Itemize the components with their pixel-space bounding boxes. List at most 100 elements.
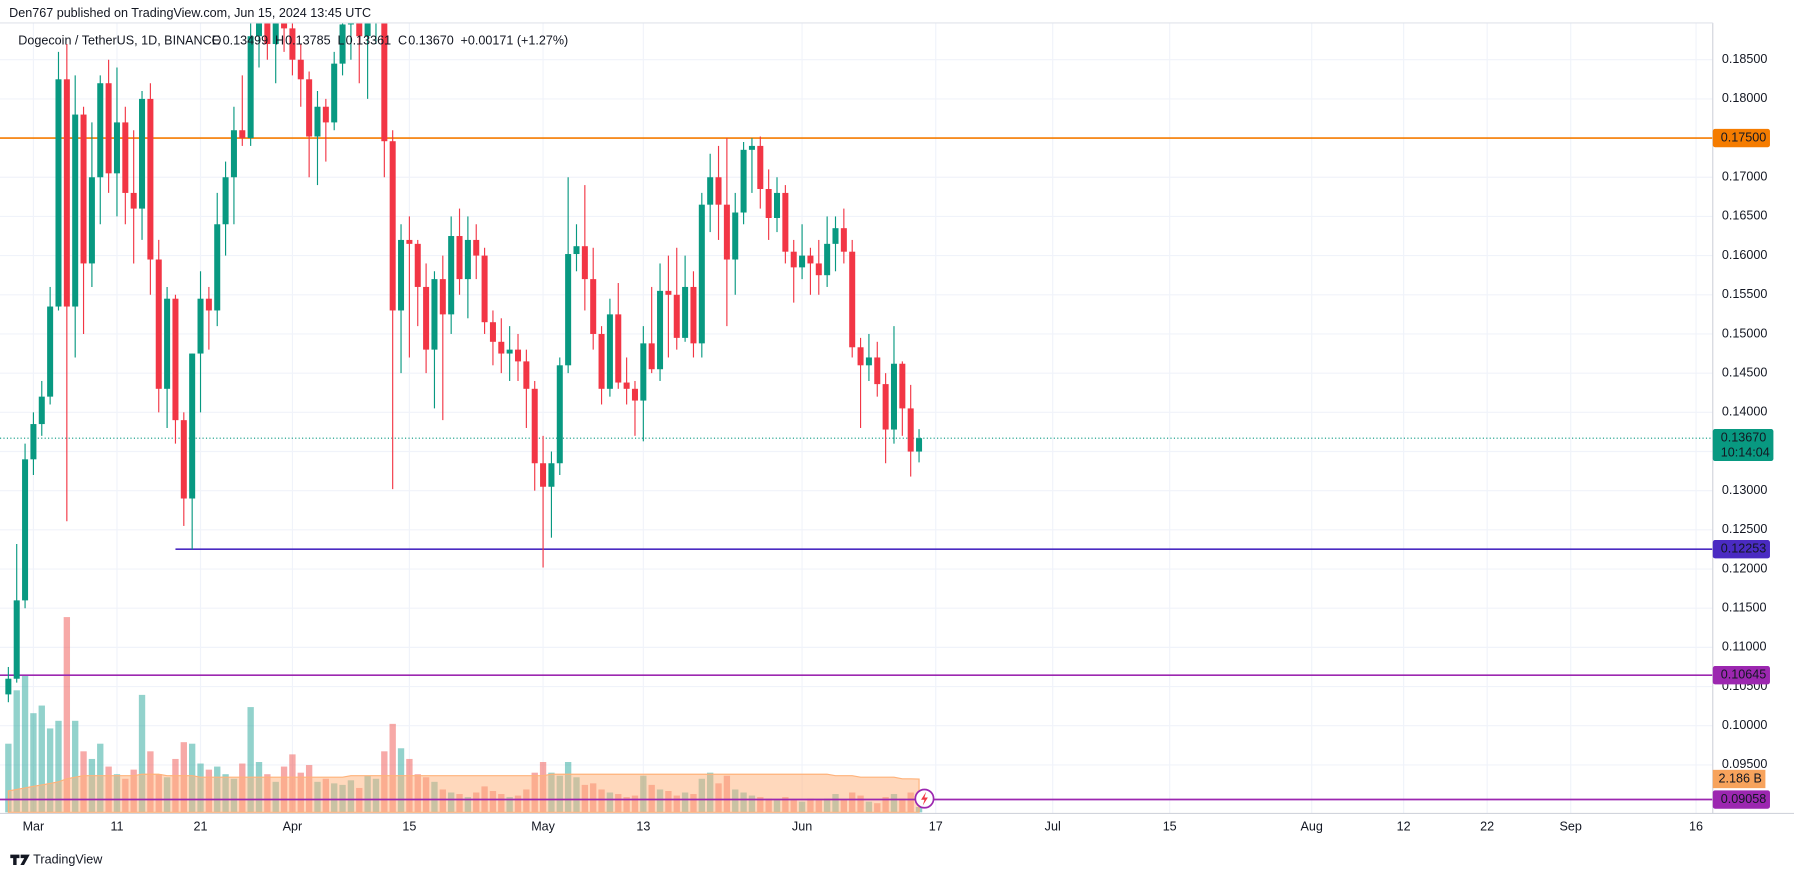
volume-bar <box>21 675 29 813</box>
candle-body <box>657 290 664 370</box>
candle-body <box>130 192 137 209</box>
legend-value: 0.13361 <box>346 34 391 48</box>
candle-body <box>682 286 689 338</box>
brand-name: TradingView <box>33 853 103 867</box>
y-tick-label: 0.10000 <box>1722 718 1767 732</box>
candle-body <box>264 22 271 45</box>
volume-bar <box>55 720 62 813</box>
candle-body <box>155 259 162 389</box>
x-tick-label: 17 <box>929 820 943 834</box>
x-tick-label: Mar <box>23 820 45 834</box>
candle-body <box>122 122 129 193</box>
countdown: 10:14:04 <box>1721 445 1770 459</box>
level-label-box <box>1712 666 1770 685</box>
candle-body <box>757 145 764 190</box>
candle-body <box>748 145 755 150</box>
candle-body <box>540 463 547 487</box>
candle-body <box>113 122 120 174</box>
candle-body <box>322 106 329 123</box>
candle-body <box>172 298 179 421</box>
candle-body <box>707 177 714 205</box>
candle-body <box>874 357 881 385</box>
candle-body <box>439 279 446 315</box>
level-label-box <box>1712 540 1770 559</box>
candle-body <box>414 243 421 287</box>
candle-body <box>464 239 471 280</box>
candle-body <box>197 298 204 354</box>
x-tick-label: Jul <box>1045 820 1061 834</box>
alert-icon <box>914 788 935 809</box>
volume-ma-label: 2.186 B <box>1718 771 1761 785</box>
x-tick-label: Jun <box>792 820 812 834</box>
level-label: 0.12253 <box>1721 542 1766 556</box>
candle-body <box>364 22 371 37</box>
candle-body <box>531 388 538 464</box>
candle-body <box>205 298 212 311</box>
candle-body <box>832 228 839 244</box>
y-tick-label: 0.11500 <box>1722 601 1767 615</box>
volume-bar <box>138 694 146 813</box>
volume-bar <box>72 720 79 813</box>
x-tick-label: 13 <box>636 820 650 834</box>
volume-bar <box>389 723 396 813</box>
candles <box>5 22 923 703</box>
volume-ma-label-box <box>1712 769 1766 789</box>
candle-body <box>255 22 263 37</box>
volume-bar <box>46 728 54 813</box>
candle-body <box>72 114 79 307</box>
candle-body <box>548 463 555 487</box>
candle-body <box>339 24 346 64</box>
volume-bar <box>5 743 12 813</box>
y-tick-label: 0.16500 <box>1722 209 1767 223</box>
volume-bar <box>38 705 45 813</box>
y-tick-label: 0.12500 <box>1722 522 1767 536</box>
x-tick-label: Apr <box>283 820 303 834</box>
legend-value: 0.13499 <box>223 34 268 48</box>
candle-body <box>890 363 897 430</box>
x-tick-label: 22 <box>1480 820 1494 834</box>
y-tick-label: 0.11000 <box>1722 640 1767 654</box>
y-tick-label: 0.13000 <box>1722 483 1767 497</box>
candle-body <box>88 177 95 264</box>
x-tick-label: 15 <box>402 820 416 834</box>
candle-body <box>222 177 229 225</box>
y-tick-label: 0.14500 <box>1722 365 1767 379</box>
candle-body <box>97 83 104 178</box>
candle-body <box>381 22 388 142</box>
candle-body <box>765 189 772 218</box>
candle-body <box>314 106 321 137</box>
candle-body <box>347 22 354 25</box>
candle-body <box>214 224 221 311</box>
candle-body <box>456 236 463 280</box>
x-tick-label: 15 <box>1163 820 1177 834</box>
candle-body <box>63 79 70 307</box>
candle-body <box>774 192 781 218</box>
candle-body <box>690 286 697 344</box>
candle-body <box>356 22 363 37</box>
candle-body <box>189 353 196 499</box>
candle-body <box>790 251 797 268</box>
brand: TradingView <box>10 853 103 867</box>
volume-bar <box>30 713 37 813</box>
candle-body <box>640 343 647 401</box>
y-tick-label: 0.09500 <box>1722 757 1767 771</box>
candle-body <box>606 314 613 389</box>
candle-body <box>916 438 923 452</box>
candle-body <box>715 177 722 205</box>
legend: Dogecoin / TetherUS, 1D, BINANCE O 0.1349… <box>18 34 568 48</box>
candle-body <box>448 236 455 315</box>
candle-body <box>272 22 279 45</box>
candle-body <box>80 114 87 264</box>
candle-body <box>297 59 304 80</box>
candle-body <box>406 239 413 244</box>
candle-body <box>698 204 705 344</box>
candle-body <box>799 255 806 268</box>
candle-body <box>815 263 822 276</box>
x-tick-label: 11 <box>110 820 123 834</box>
y-tick-label: 0.15500 <box>1722 287 1767 301</box>
candle-body <box>13 600 20 679</box>
candle-body <box>556 365 563 464</box>
level-label: 0.17500 <box>1721 130 1766 144</box>
candle-body <box>281 22 288 29</box>
legend-value: 0.13785 <box>285 34 330 48</box>
